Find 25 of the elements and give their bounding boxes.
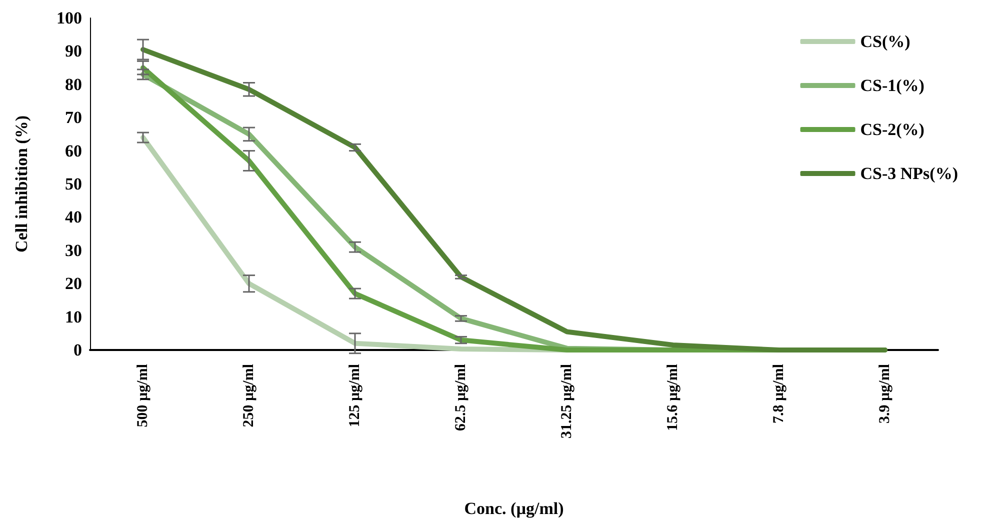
x-tick-label: 3.9 µg/ml	[877, 364, 893, 424]
y-axis-title: Cell inhibition (%)	[12, 116, 31, 252]
legend-label: CS-3 NPs(%)	[860, 164, 958, 183]
x-axis-title: Conc. (µg/ml)	[464, 499, 564, 518]
x-tick-label: 15.6 µg/ml	[665, 364, 681, 431]
x-tick-label: 125 µg/ml	[347, 364, 363, 428]
x-tick-label: 62.5 µg/ml	[453, 364, 469, 431]
y-tick-label: 80	[65, 74, 82, 94]
x-tick-label: 500 µg/ml	[135, 364, 151, 428]
x-tick-label: 7.8 µg/ml	[771, 364, 787, 424]
y-tick-label: 60	[65, 141, 82, 160]
y-tick-label: 10	[65, 307, 82, 326]
legend-label: CS(%)	[860, 32, 910, 51]
legend-label: CS-2(%)	[860, 120, 924, 139]
y-tick-label: 20	[65, 274, 82, 294]
x-tick-label: 31.25 µg/ml	[559, 364, 575, 438]
y-tick-label: 100	[56, 8, 82, 28]
legend-label: CS-1(%)	[860, 76, 924, 95]
y-tick-label: 30	[65, 240, 82, 260]
y-tick-label: 40	[65, 208, 82, 227]
y-tick-label: 50	[65, 174, 82, 194]
y-tick-label: 70	[65, 108, 82, 128]
y-tick-label: 90	[65, 42, 82, 61]
x-tick-label: 250 µg/ml	[241, 364, 257, 428]
y-tick-label: 0	[74, 340, 82, 360]
